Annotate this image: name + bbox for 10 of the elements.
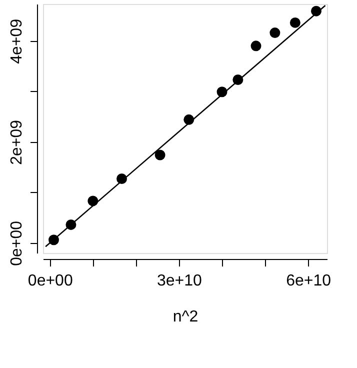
x-tick-label: 0e+00 (28, 272, 73, 290)
x-tick-label: 3e+10 (157, 272, 202, 290)
point (154, 150, 166, 160)
x-tick-label: 6e+10 (286, 272, 332, 290)
point (290, 17, 300, 28)
y-tick-label: 2e+09 (8, 120, 26, 165)
x-axis-title: n^2 (172, 308, 198, 326)
point (250, 40, 262, 52)
point (270, 28, 280, 38)
y-tick-label: 4e+09 (8, 18, 26, 64)
